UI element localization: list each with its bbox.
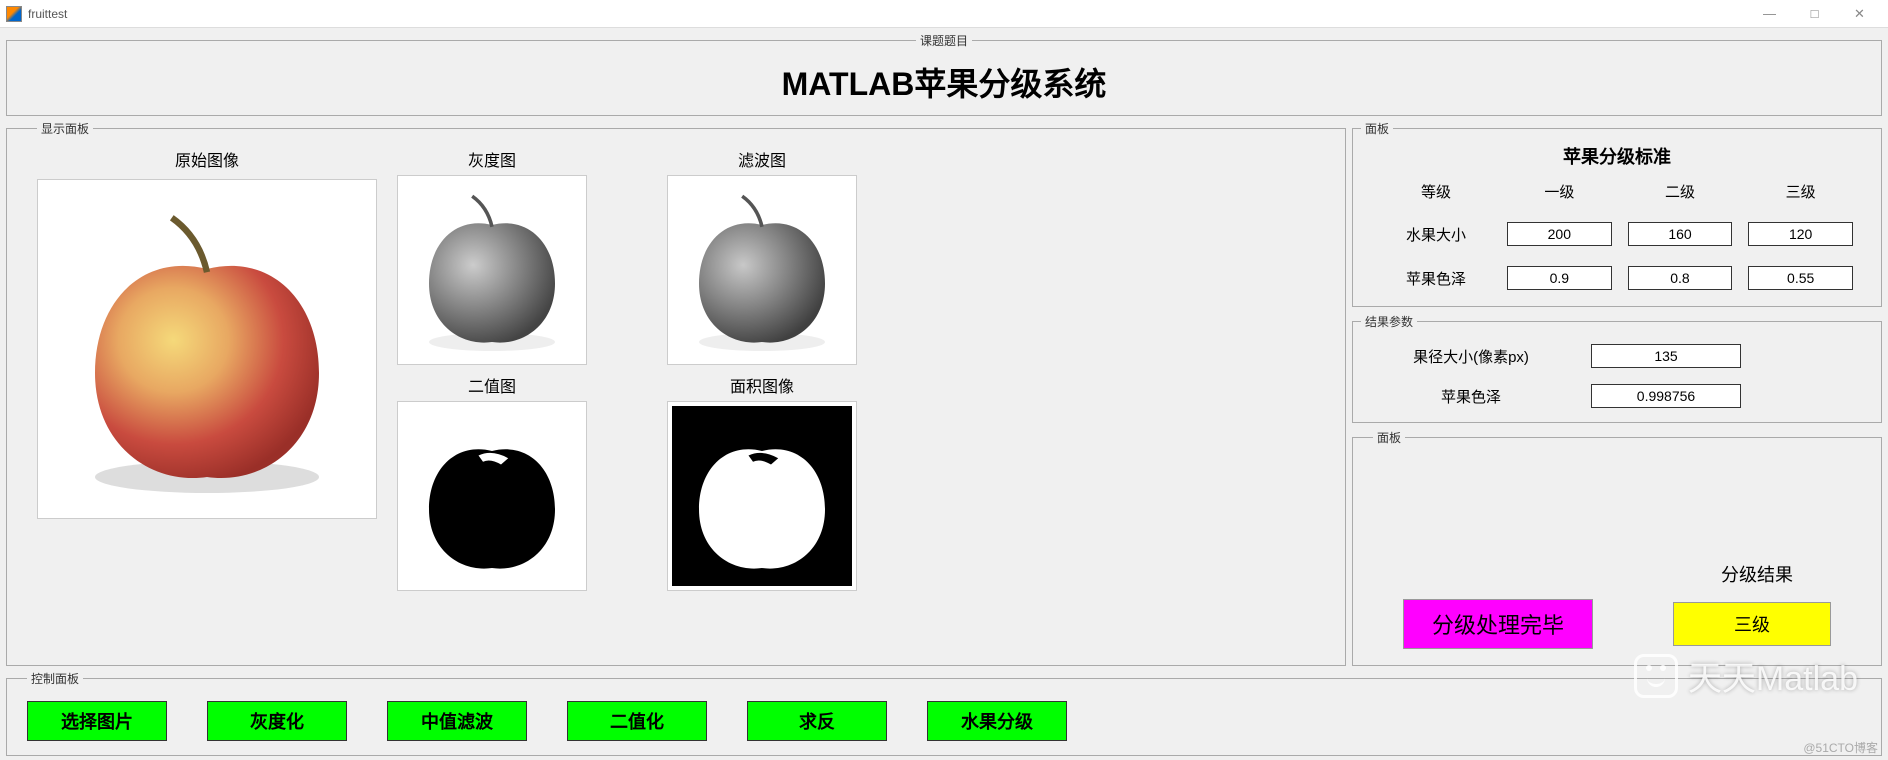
binary-cell: 二值图 (397, 373, 587, 591)
select-image-button[interactable]: 选择图片 (27, 701, 167, 741)
display-legend: 显示面板 (37, 120, 93, 137)
area-cell: 面积图像 (667, 373, 857, 591)
gray-image (397, 175, 587, 365)
topic-legend: 课题题目 (916, 32, 972, 49)
col-l3: 三级 (1748, 181, 1853, 202)
diameter-label: 果径大小(像素px) (1391, 346, 1551, 367)
col-l1: 一级 (1507, 181, 1612, 202)
binarize-button[interactable]: 二值化 (567, 701, 707, 741)
diameter-row: 果径大小(像素px) 135 (1361, 336, 1873, 376)
color-label: 苹果色泽 (1391, 386, 1551, 407)
minimize-button[interactable]: — (1747, 0, 1792, 28)
close-button[interactable]: ✕ (1837, 0, 1882, 28)
size-l1[interactable]: 200 (1507, 222, 1612, 246)
middle-row: 显示面板 原始图像 (6, 120, 1882, 666)
col-l2: 二级 (1628, 181, 1733, 202)
processed-grid: 灰度图 滤波图 (397, 147, 857, 655)
invert-button[interactable]: 求反 (747, 701, 887, 741)
grade-title: 分级结果 (1653, 561, 1861, 587)
status-box: 分级处理完毕 (1403, 599, 1593, 649)
grade-box: 三级 (1673, 602, 1831, 646)
window-title: fruittest (28, 7, 67, 21)
grade-panel: 面板 分级结果 分级处理完毕 三级 (1352, 429, 1882, 666)
result-panel: 结果参数 果径大小(像素px) 135 苹果色泽 0.998756 (1352, 313, 1882, 423)
gray-label: 灰度图 (468, 147, 516, 171)
gray-cell: 灰度图 (397, 147, 587, 365)
result-legend: 结果参数 (1361, 313, 1417, 330)
color-l2[interactable]: 0.8 (1628, 266, 1733, 290)
area-label: 面积图像 (730, 373, 794, 397)
standard-legend: 面板 (1361, 120, 1393, 137)
titlebar: fruittest — □ ✕ (0, 0, 1888, 28)
diameter-value: 135 (1591, 344, 1741, 368)
row-color: 苹果色泽 (1381, 268, 1491, 289)
main-title: MATLAB苹果分级系统 (17, 59, 1871, 105)
original-image (37, 179, 377, 519)
window-controls: — □ ✕ (1747, 0, 1882, 28)
app-icon (6, 6, 22, 22)
grayscale-button[interactable]: 灰度化 (207, 701, 347, 741)
filtered-cell: 滤波图 (667, 147, 857, 365)
col-grade: 等级 (1381, 181, 1491, 202)
original-column: 原始图像 (37, 147, 377, 655)
maximize-button[interactable]: □ (1792, 0, 1837, 28)
grade-row: 分级处理完毕 三级 (1373, 599, 1861, 649)
classify-button[interactable]: 水果分级 (927, 701, 1067, 741)
topic-panel: 课题题目 MATLAB苹果分级系统 (6, 32, 1882, 116)
right-panels: 面板 苹果分级标准 等级 一级 二级 三级 水果大小 200 160 120 苹… (1352, 120, 1882, 666)
binary-label: 二值图 (468, 373, 516, 397)
control-panel: 控制面板 选择图片 灰度化 中值滤波 二值化 求反 水果分级 (6, 670, 1882, 756)
row-size: 水果大小 (1381, 224, 1491, 245)
size-l3[interactable]: 120 (1748, 222, 1853, 246)
control-legend: 控制面板 (27, 670, 83, 687)
area-image (667, 401, 857, 591)
color-l3[interactable]: 0.55 (1748, 266, 1853, 290)
filtered-image (667, 175, 857, 365)
grade-legend: 面板 (1373, 429, 1405, 446)
original-label: 原始图像 (175, 147, 239, 171)
binary-image (397, 401, 587, 591)
standard-table: 等级 一级 二级 三级 水果大小 200 160 120 苹果色泽 0.9 0.… (1361, 181, 1873, 300)
filtered-label: 滤波图 (738, 147, 786, 171)
color-l1[interactable]: 0.9 (1507, 266, 1612, 290)
standard-title: 苹果分级标准 (1361, 143, 1873, 169)
app-body: 课题题目 MATLAB苹果分级系统 显示面板 原始图像 (0, 28, 1888, 760)
color-row: 苹果色泽 0.998756 (1361, 376, 1873, 416)
display-panel: 显示面板 原始图像 (6, 120, 1346, 666)
median-filter-button[interactable]: 中值滤波 (387, 701, 527, 741)
size-l2[interactable]: 160 (1628, 222, 1733, 246)
standard-panel: 面板 苹果分级标准 等级 一级 二级 三级 水果大小 200 160 120 苹… (1352, 120, 1882, 307)
color-value: 0.998756 (1591, 384, 1741, 408)
